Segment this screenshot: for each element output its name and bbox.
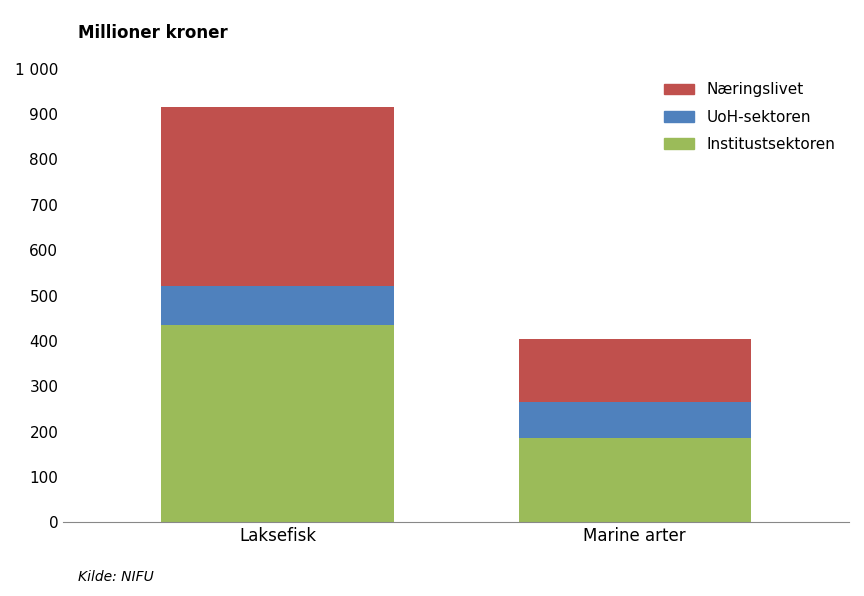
- Legend: Næringslivet, UoH-sektoren, Institustsektoren: Næringslivet, UoH-sektoren, Institustsek…: [658, 76, 842, 158]
- Bar: [162, 325, 394, 522]
- Bar: [162, 287, 394, 325]
- Bar: [162, 107, 394, 287]
- Bar: [518, 439, 751, 522]
- Text: Millioner kroner: Millioner kroner: [78, 24, 227, 42]
- Bar: [518, 339, 751, 402]
- Text: Kilde: NIFU: Kilde: NIFU: [78, 570, 154, 584]
- Bar: [518, 402, 751, 439]
